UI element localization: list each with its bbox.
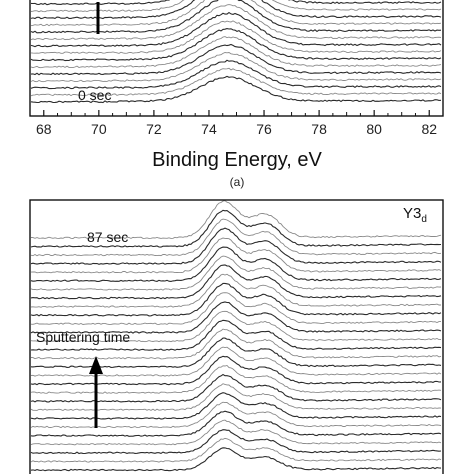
panel-a-spectrum-line [30,20,442,54]
panel-b-spectrum-line [30,209,442,248]
panel-b-spectrum-line [30,328,442,360]
panel-b-spectrum-line [30,319,442,351]
panel-a-spectrum-line [30,36,442,69]
panel-b-spectrum-line [30,237,442,274]
panel-b-spectrum-line [30,292,441,325]
panel-a-spectrum-line [30,52,442,83]
panel-a-x-ticks: 68 70 72 74 76 78 80 82 [36,110,437,137]
panel-b-spectrum-line [30,383,442,412]
panel-b-spectrum-line [30,346,442,377]
panel-a-x-axis-title: Binding Energy, eV [152,149,322,171]
panel-b-y3d-main: Y3 [403,205,421,222]
panel-b-time-arrow-head [89,356,103,374]
panel-b-spectrum-line [30,410,442,437]
panel-a-x-tick-label: 78 [311,121,327,137]
panel-a-x-tick-label: 68 [36,121,52,137]
panel-a-zero-sec-label: 0 sec [78,87,111,103]
panel-b-spectrum-line [30,419,442,446]
panel-a: 68 70 72 74 76 78 80 82 0 sec Binding Energy, e… [29,0,444,189]
panel-a-x-tick-label: 70 [91,121,107,137]
panel-a-caption: (a) [230,175,245,189]
panel-a-spectrum-line [30,11,442,48]
panel-b-spectrum-line [30,429,442,455]
panel-b-y3d-subscript: d [421,214,427,225]
panel-b-sputtering-time-label: Sputtering time [36,329,130,345]
panel-b-spectrum-line [30,364,442,394]
panel-a-x-tick-label: 76 [256,121,272,137]
panel-b-spectrum-line [30,227,442,265]
panel-a-spectrum-line [30,75,442,104]
panel-b-spectrum-line [30,447,442,472]
panel-a-x-tick-label: 74 [201,121,217,137]
panel-b-spectrum-line [30,273,441,308]
panel-a-x-tick-label: 72 [146,121,162,137]
panel-b-87-sec-label: 87 sec [87,229,128,245]
panel-b-spectrum-line [30,200,442,240]
panel-a-x-tick-label: 82 [421,121,437,137]
panel-b-spectrum-line [30,264,442,300]
panel-b-spectrum-line [30,401,442,429]
panel-b-spectrum-line [30,355,442,386]
panel-b-spectrum-line [30,437,442,463]
panel-a-spectrum-line [30,43,442,76]
panel-b-spectrum-line [30,255,442,291]
panel-a-spectrum-line [30,0,442,6]
panel-a-spectrum-line [30,59,442,90]
panel-b-spectrum-line [30,301,442,334]
panel-b-spectrum-line [30,392,442,420]
panel-b-spectra [30,200,442,472]
panel-b-frame [29,199,444,474]
panel-b: 87 sec Y3d Sputtering time [29,199,444,474]
panel-b-y3d-label: Y3d [403,205,427,225]
panel-b-spectrum-line [30,310,441,343]
panel-b-spectrum-line [30,282,442,317]
panel-a-x-tick-label: 80 [366,121,382,137]
panel-b-spectrum-line [30,246,442,282]
panel-b-spectrum-line [30,373,442,403]
panel-a-spectrum-line [30,67,442,97]
panel-a-spectrum-line [30,4,442,41]
panel-a-spectrum-line [30,28,442,62]
panel-b-spectrum-line [30,218,442,257]
